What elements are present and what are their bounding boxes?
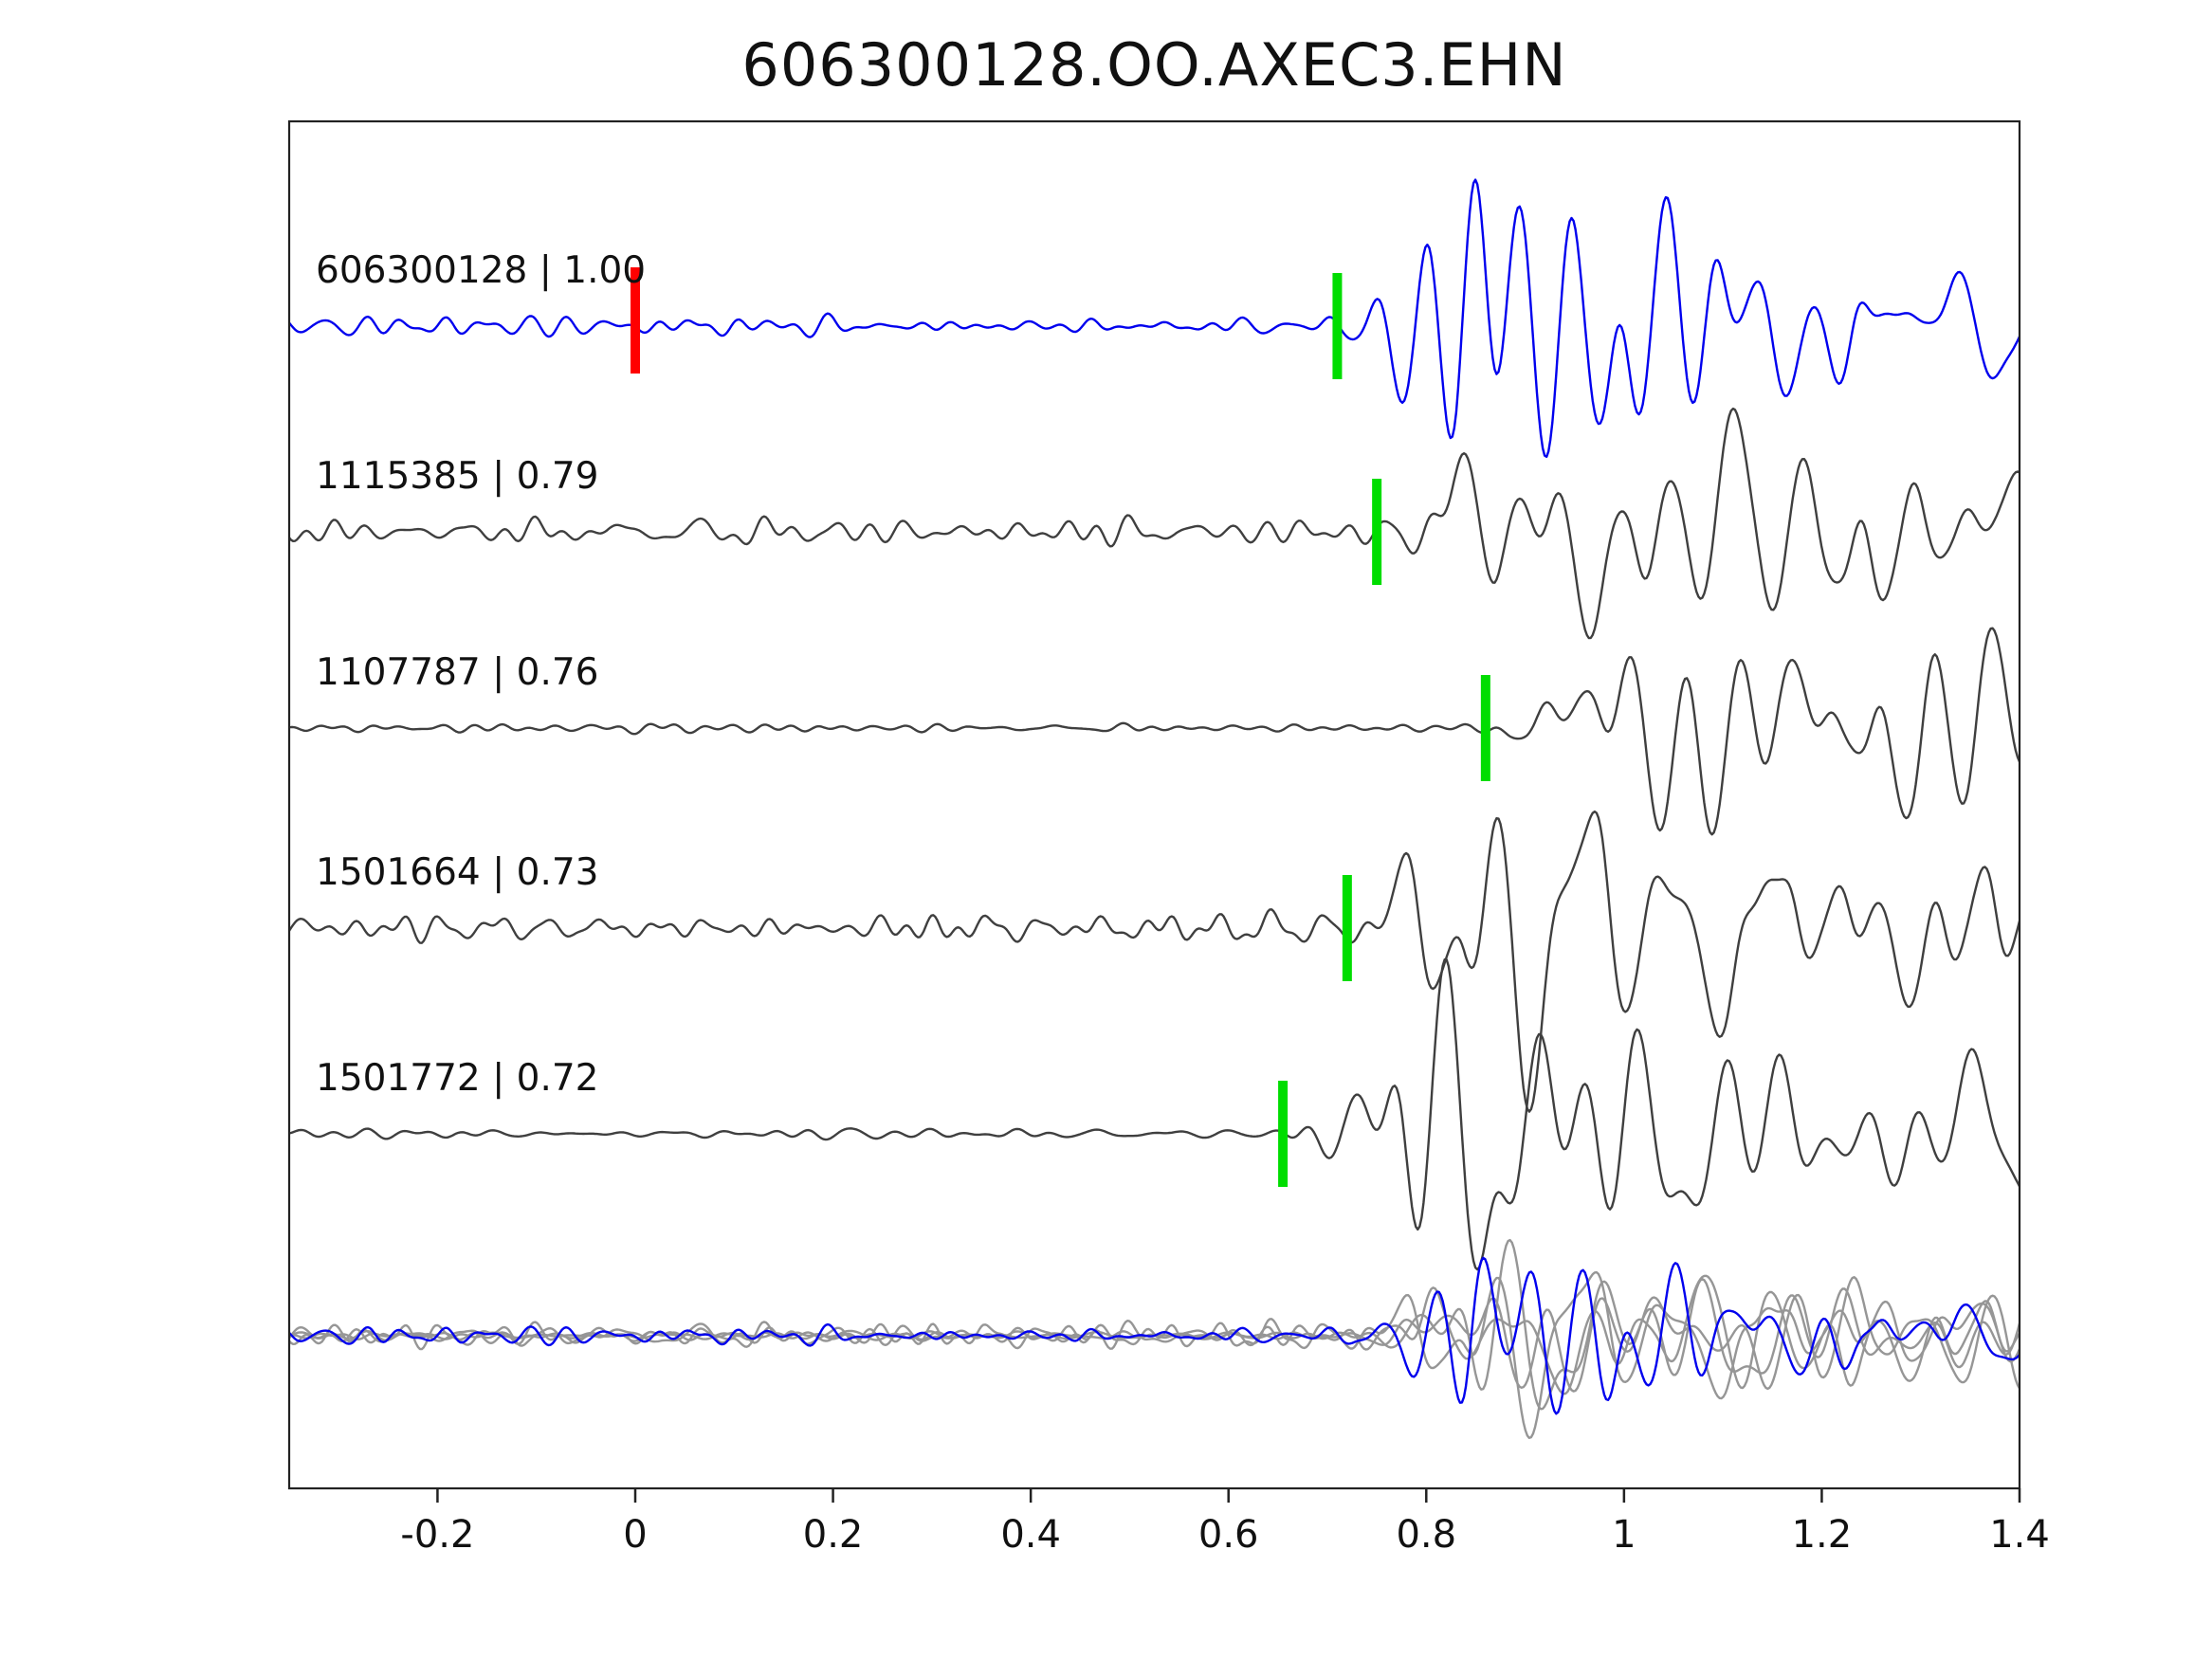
trace-area (289, 178, 2020, 1440)
x-tick-label-0: 0 (623, 1513, 647, 1557)
waveform-trace-1115385 (289, 407, 2020, 640)
waveform-trace-1501664 (289, 810, 2020, 1113)
x-tick-label-1.2: 1.2 (1792, 1513, 1853, 1557)
x-tick-label-0.6: 0.6 (1198, 1513, 1259, 1557)
waveform-trace-1501772 (289, 957, 2020, 1271)
trace-label-1501772: 1501772 | 0.72 (316, 1057, 598, 1100)
x-tick-label-1.4: 1.4 (1989, 1513, 2050, 1557)
overlay-trace-606300128 (289, 1256, 2020, 1415)
waveform-trace-606300128 (289, 178, 2020, 458)
x-tick-label-0.2: 0.2 (803, 1513, 864, 1557)
overlay-trace-1501664 (289, 1270, 2020, 1440)
x-tick-label--0.2: -0.2 (400, 1513, 474, 1557)
x-tick-label-1: 1 (1612, 1513, 1636, 1557)
overlay-trace-1115385 (289, 1274, 2020, 1395)
figure-title: 606300128.OO.AXEC3.EHN (741, 30, 1567, 100)
waveform-trace-1107787 (289, 627, 2020, 836)
trace-label-1501664: 1501664 | 0.73 (316, 851, 598, 894)
trace-label-606300128: 606300128 | 1.00 (316, 249, 646, 292)
plot-border (287, 119, 2021, 1490)
trace-label-1107787: 1107787 | 0.76 (316, 651, 598, 694)
trace-label-1115385: 1115385 | 0.79 (316, 455, 598, 498)
x-tick-label-0.4: 0.4 (1000, 1513, 1061, 1557)
x-tick-label-0.8: 0.8 (1396, 1513, 1456, 1557)
